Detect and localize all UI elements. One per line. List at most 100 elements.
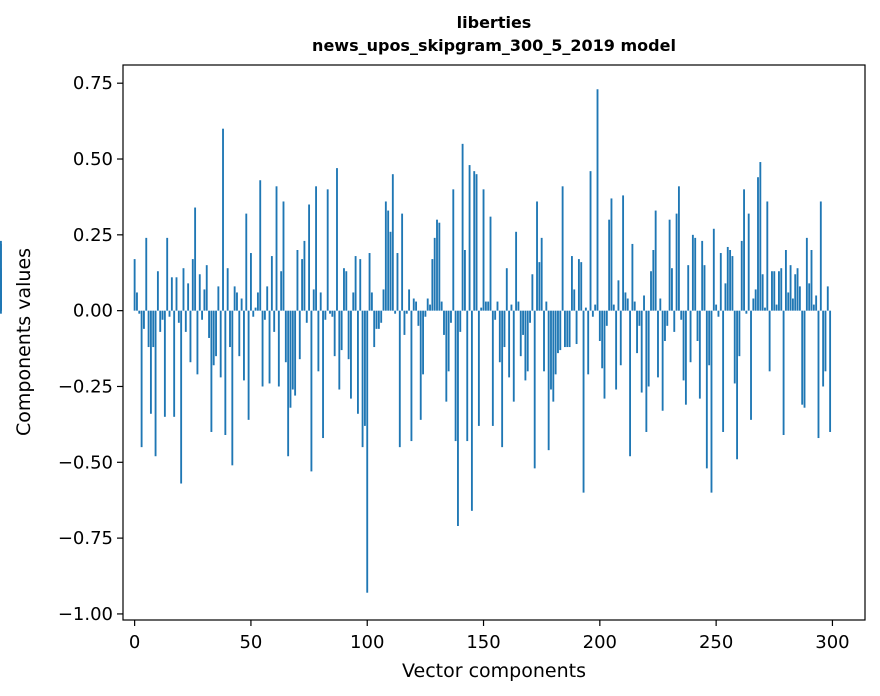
bar-246 (705, 310, 708, 469)
bar-144 (468, 165, 471, 311)
bar-55 (261, 310, 264, 387)
bar-162 (510, 304, 513, 311)
bar-126 (426, 298, 429, 311)
bar-33 (210, 310, 213, 432)
bar-156 (496, 301, 499, 311)
bar-173 (536, 201, 538, 311)
bar-295 (819, 201, 822, 311)
bar-37 (219, 310, 222, 378)
bar-158 (501, 310, 504, 448)
bar-172 (533, 310, 536, 469)
bar-284 (794, 274, 797, 311)
bar-7 (149, 310, 152, 414)
bar-299 (829, 310, 832, 432)
bar-273 (768, 310, 771, 372)
x-tick-label: 250 (699, 632, 733, 653)
bar-34 (212, 310, 215, 366)
bar-99 (363, 310, 366, 426)
bar-140 (459, 310, 462, 332)
y-axis-label: Components values (13, 248, 35, 436)
bar-279 (782, 310, 785, 435)
bar-290 (808, 283, 811, 311)
bar-95 (354, 256, 357, 311)
bar-270 (761, 274, 764, 311)
bar-63 (280, 271, 283, 311)
bar-12 (161, 310, 164, 320)
bar-135 (447, 310, 450, 372)
bar-298 (826, 286, 829, 311)
bar-177 (545, 301, 548, 311)
bar-187 (568, 310, 571, 348)
bar-89 (340, 310, 343, 351)
bar-240 (691, 234, 694, 311)
bar-130 (436, 219, 438, 311)
bar-137 (452, 189, 455, 311)
bar-204 (608, 219, 611, 311)
bar-150 (482, 189, 485, 311)
bar-160 (505, 268, 508, 311)
bar-128 (431, 259, 434, 311)
bar-218 (640, 310, 643, 393)
bar-105 (377, 310, 380, 329)
bar-186 (566, 310, 569, 348)
bar-13 (163, 310, 166, 417)
x-axis-label: Vector components (402, 660, 586, 682)
bar-215 (633, 301, 636, 311)
bar-65 (284, 310, 287, 363)
bar-263 (745, 310, 748, 314)
bar-233 (675, 213, 678, 311)
x-tick-label: 100 (350, 632, 384, 653)
bar-44 (236, 292, 238, 311)
bar-191 (577, 259, 580, 311)
bar-141 (461, 143, 464, 311)
bar-5 (145, 237, 148, 311)
bar-154 (491, 310, 494, 426)
bar-251 (717, 310, 720, 317)
bar-213 (629, 310, 631, 457)
bar-16 (170, 277, 173, 311)
bar-208 (617, 280, 620, 311)
bar-87 (336, 168, 338, 311)
bar-278 (780, 268, 783, 311)
bar-20 (180, 310, 183, 484)
bar-107 (382, 289, 385, 311)
bar-41 (229, 310, 231, 348)
bar-94 (352, 292, 355, 311)
bar-280 (784, 250, 787, 311)
bar-193 (582, 310, 585, 493)
bar-30 (203, 289, 206, 311)
chart-subtitle: news_upos_skipgram_300_5_2019 model (312, 36, 676, 55)
bar-224 (654, 210, 657, 311)
bar-118 (408, 289, 411, 311)
bar-59 (270, 256, 273, 311)
bar-115 (401, 213, 404, 311)
bar-45 (238, 310, 241, 357)
bar-259 (736, 310, 738, 460)
bar-236 (682, 310, 685, 381)
bar-164 (515, 231, 518, 311)
bar-239 (689, 310, 692, 363)
bar-274 (771, 271, 773, 311)
bar-85 (331, 310, 334, 317)
bar-111 (391, 174, 394, 311)
bar-15 (168, 310, 171, 317)
bar-205 (610, 198, 613, 311)
bar-121 (415, 301, 418, 311)
bar-241 (694, 237, 697, 311)
x-tick-label: 150 (466, 632, 500, 653)
bar-82 (324, 310, 327, 320)
bar-196 (589, 171, 592, 311)
y-tick-label: 0.50 (73, 149, 113, 170)
bar-211 (624, 292, 627, 311)
bar-268 (757, 177, 759, 311)
bar-238 (687, 265, 690, 311)
bar-202 (603, 310, 606, 399)
bar-222 (650, 271, 652, 311)
bar-90 (343, 268, 345, 311)
bar-292 (812, 304, 815, 311)
bar-80 (319, 292, 322, 311)
bar-19 (177, 310, 180, 323)
bar-131 (438, 222, 441, 311)
bar-250 (715, 304, 718, 311)
